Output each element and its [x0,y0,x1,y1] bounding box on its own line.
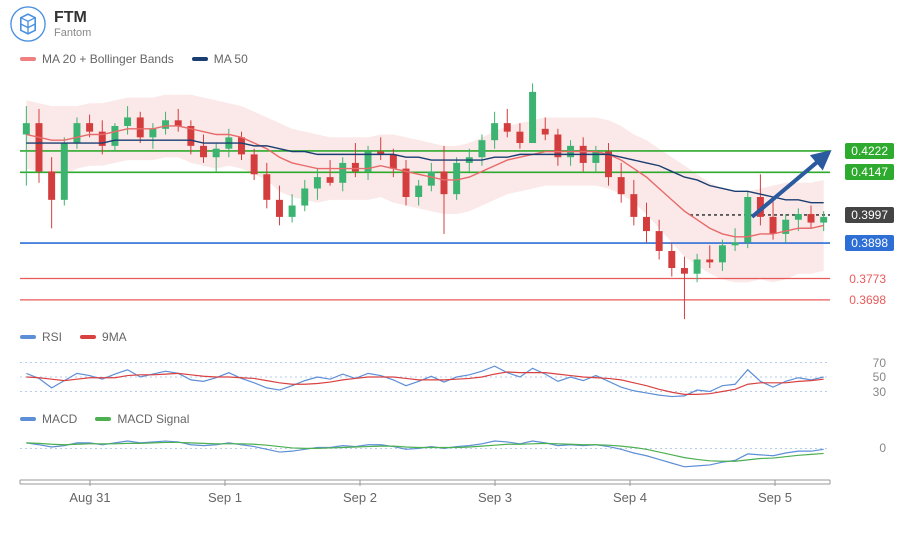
asset-name: Fantom [54,27,91,39]
price-level-tag: 0.3698 [843,292,892,308]
legend-item: MA 20 + Bollinger Bands [20,52,174,66]
macd-zero-label: 0 [873,440,892,456]
main-chart[interactable]: 0.4222 0.4147 0.3997 0.3898 0.3773 0.3698 [0,68,900,326]
legend-label: MACD Signal [117,412,189,426]
legend-swatch [80,335,96,339]
legend-label: MACD [42,412,77,426]
legend-swatch [20,335,36,339]
x-tick-label: Sep 3 [478,490,512,505]
legend-label: MA 20 + Bollinger Bands [42,52,174,66]
legend-item: MACD Signal [95,412,189,426]
price-level-tag: 0.3773 [843,271,892,287]
legend-item: MACD [20,412,77,426]
legend-item: MA 50 [192,52,248,66]
price-level-tag: 0.4222 [845,143,894,159]
legend-label: MA 50 [214,52,248,66]
legend-swatch [20,417,36,421]
x-tick-label: Sep 5 [758,490,792,505]
legend-item: RSI [20,330,62,344]
legend-label: RSI [42,330,62,344]
legend-main: MA 20 + Bollinger Bands MA 50 [0,48,900,68]
ftm-logo-icon [10,6,46,42]
price-level-tag: 0.4147 [845,164,894,180]
rsi-tick-label: 30 [867,384,892,400]
x-axis: Aug 31 Sep 1 Sep 2 Sep 3 Sep 4 Sep 5 [0,478,900,508]
header: FTM Fantom [0,0,900,48]
x-tick-label: Aug 31 [69,490,110,505]
macd-chart[interactable]: 0 [0,428,900,478]
legend-rsi: RSI 9MA [0,326,900,346]
ticker-symbol: FTM [54,9,91,27]
rsi-chart[interactable]: 305070 [0,346,900,408]
legend-swatch [95,417,111,421]
x-tick-label: Sep 4 [613,490,647,505]
legend-swatch [192,57,208,61]
price-level-tag: 0.3898 [845,235,894,251]
rsi-tick-label: 70 [867,355,892,371]
legend-label: 9MA [102,330,127,344]
x-tick-label: Sep 1 [208,490,242,505]
rsi-tick-label: 50 [867,369,892,385]
legend-item: 9MA [80,330,127,344]
legend-macd: MACD MACD Signal [0,408,900,428]
x-tick-label: Sep 2 [343,490,377,505]
price-level-tag: 0.3997 [845,207,894,223]
legend-swatch [20,57,36,61]
